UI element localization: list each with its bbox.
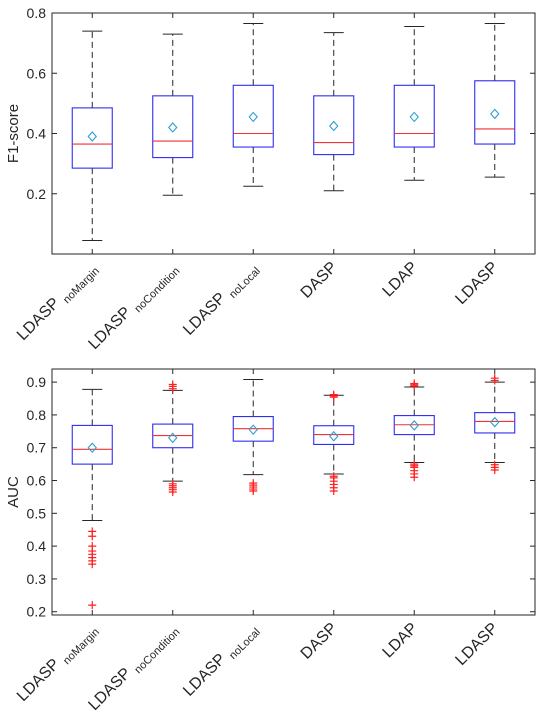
- y-tick-label: 0.5: [27, 505, 47, 521]
- category-label: DASP: [298, 259, 341, 302]
- mean-marker: [248, 424, 258, 436]
- box-group: [71, 30, 113, 241]
- mean-marker: [168, 122, 178, 133]
- outlier-marker: [329, 472, 338, 481]
- category-label: LDASP: [452, 259, 501, 308]
- y-tick-label: 0.2: [27, 186, 47, 202]
- box-group: [313, 390, 355, 496]
- outlier-marker: [490, 374, 499, 383]
- y-tick-label: 0.6: [27, 65, 47, 81]
- outlier-marker: [168, 380, 177, 389]
- category-label-main: LDAP: [380, 259, 422, 301]
- y-tick-label: 0.8: [27, 407, 47, 423]
- plot-frame: [51, 368, 536, 616]
- mean-marker: [490, 108, 500, 120]
- iqr-box: [393, 84, 435, 148]
- mean-marker: [248, 111, 258, 123]
- mean-marker: [87, 131, 97, 142]
- category-label-subscript: noMargin: [61, 626, 102, 667]
- category-label-main: DASP: [298, 620, 341, 663]
- outlier-marker: [410, 460, 419, 469]
- category-label: DASP: [298, 620, 341, 663]
- category-label-subscript: noMargin: [61, 265, 102, 306]
- mean-marker: [490, 416, 500, 428]
- y-axis-label: AUC: [5, 476, 22, 508]
- box-group: [232, 23, 274, 187]
- box-group: [393, 26, 435, 181]
- iqr-box: [313, 95, 355, 156]
- category-label-main: LDASP: [180, 651, 229, 700]
- y-tick-label: 0.9: [27, 374, 47, 390]
- box-group: [232, 378, 274, 496]
- category-label: LDASPnoMargin: [14, 259, 102, 347]
- iqr-box: [71, 424, 113, 465]
- category-label-main: LDASP: [452, 620, 501, 669]
- outlier-marker: [329, 390, 338, 399]
- mean-marker: [168, 432, 178, 444]
- plot-frame: [51, 12, 536, 255]
- outlier-marker: [88, 542, 97, 551]
- outlier-marker: [410, 379, 419, 388]
- category-label-subscript: noLocal: [227, 265, 263, 301]
- category-label-main: LDAP: [380, 620, 422, 662]
- category-label-main: LDASP: [14, 656, 63, 705]
- box-group: [393, 379, 435, 482]
- iqr-box: [474, 80, 516, 145]
- y-tick-label: 0.6: [27, 473, 47, 489]
- box-group: [313, 32, 355, 192]
- box-group: [71, 388, 113, 610]
- mean-marker: [409, 420, 419, 431]
- category-label-main: LDASP: [452, 259, 501, 308]
- category-label: LDASPnoLocal: [180, 620, 263, 703]
- category-label-main: LDASP: [180, 290, 229, 339]
- y-tick-label: 0.4: [27, 126, 47, 142]
- iqr-box: [474, 412, 516, 434]
- box-group: [152, 33, 194, 196]
- iqr-box: [152, 95, 194, 159]
- outlier-marker: [88, 527, 97, 536]
- category-label-subscript: noCondition: [132, 626, 182, 676]
- category-label-subscript: noLocal: [227, 626, 263, 662]
- category-label: LDAP: [380, 620, 422, 662]
- mean-marker: [329, 430, 339, 442]
- y-axis-label: F1-score: [5, 104, 22, 163]
- y-tick-label: 0.4: [27, 538, 47, 554]
- category-label-main: DASP: [298, 259, 341, 302]
- outlier-marker: [168, 479, 177, 488]
- f1-score-boxplot: 0.20.40.60.8F1-scoreLDASPnoMarginLDASPno…: [5, 5, 536, 353]
- iqr-box: [71, 107, 113, 169]
- box-group: [474, 23, 516, 178]
- category-label: LDASP: [452, 620, 501, 669]
- y-tick-label: 0.2: [27, 604, 47, 620]
- y-tick-label: 0.3: [27, 571, 47, 587]
- category-label-main: LDASP: [85, 304, 134, 353]
- category-label-main: LDASP: [85, 665, 134, 714]
- y-tick-label: 0.7: [27, 440, 47, 456]
- auc-boxplot: 0.20.30.40.50.60.70.80.9AUCLDASPnoMargin…: [5, 368, 536, 714]
- category-label: LDASPnoLocal: [180, 259, 263, 342]
- outlier-marker: [88, 601, 97, 610]
- category-label: LDASPnoMargin: [14, 620, 102, 708]
- y-tick-label: 0.8: [27, 5, 47, 21]
- mean-marker: [409, 111, 419, 123]
- iqr-box: [232, 84, 274, 148]
- category-label-subscript: noCondition: [132, 265, 182, 315]
- box-group: [474, 374, 516, 475]
- category-label-main: LDASP: [14, 295, 63, 344]
- category-label: LDAP: [380, 259, 422, 301]
- box-group: [152, 380, 194, 496]
- mean-marker: [87, 442, 97, 454]
- mean-marker: [329, 120, 339, 132]
- outlier-marker: [249, 479, 258, 488]
- outlier-marker: [490, 460, 499, 469]
